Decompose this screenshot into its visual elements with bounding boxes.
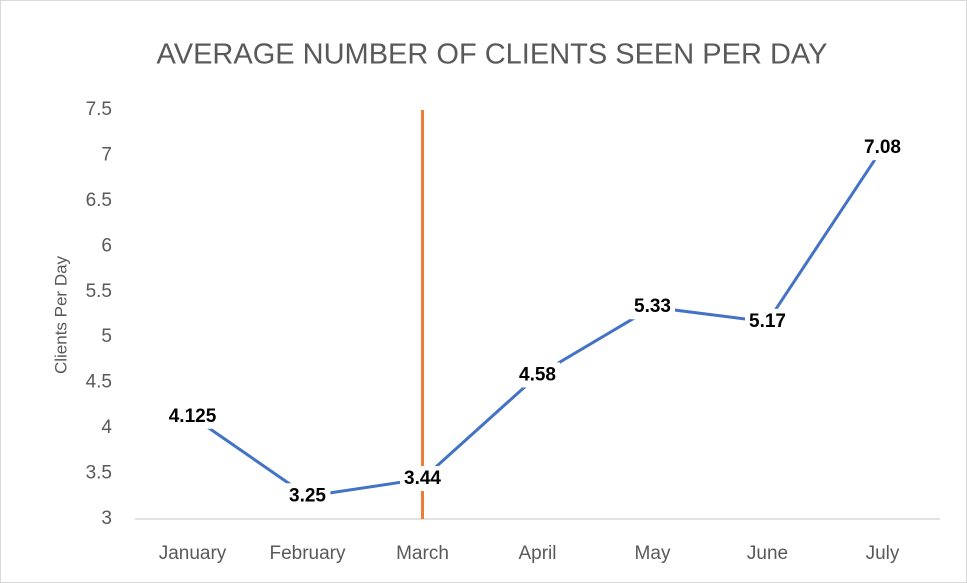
data-label-bg	[164, 403, 221, 429]
y-tick-label: 7	[101, 144, 112, 165]
x-tick-label: February	[269, 543, 346, 564]
data-label: 3.25	[289, 485, 326, 506]
data-label: 4.125	[169, 406, 217, 427]
data-label-group: 5.17	[745, 308, 790, 334]
data-label: 5.33	[634, 296, 671, 317]
data-label: 4.58	[519, 364, 556, 385]
y-tick-label: 4.5	[86, 372, 112, 393]
y-tick-label: 6.5	[86, 190, 112, 211]
y-tick-label: 4	[101, 417, 112, 438]
data-label-group: 3.44	[400, 466, 446, 492]
data-label: 3.44	[404, 468, 441, 489]
data-label: 7.08	[864, 137, 901, 158]
chart-title: AVERAGE NUMBER OF CLIENTS SEEN PER DAY	[157, 39, 828, 71]
y-tick-label: 7.5	[86, 99, 112, 120]
y-tick-label: 5.5	[86, 281, 112, 302]
y-tick-label: 5	[101, 326, 112, 347]
data-label-bg	[400, 466, 446, 492]
x-tick-label: March	[396, 543, 449, 564]
y-tick-label: 3.5	[86, 463, 112, 484]
data-label-bg	[285, 483, 331, 509]
data-label-group: 4.125	[164, 403, 221, 429]
data-label-group: 5.33	[630, 294, 675, 320]
data-label-group: 3.25	[285, 483, 331, 509]
y-tick-label: 3	[101, 508, 112, 529]
data-label-bg	[630, 294, 675, 320]
x-tick-label: June	[747, 543, 788, 564]
y-tick-label: 6	[101, 235, 112, 256]
y-axis-label: Clients Per Day	[51, 255, 70, 374]
x-tick-label: April	[518, 543, 556, 564]
data-label: 5.17	[749, 311, 786, 332]
data-label-bg	[860, 135, 905, 161]
data-label-bg	[745, 308, 790, 334]
x-tick-label: January	[159, 543, 227, 564]
x-tick-label: July	[866, 543, 900, 564]
data-label-group: 4.58	[515, 362, 560, 388]
x-tick-label: May	[635, 543, 671, 564]
data-label-bg	[515, 362, 560, 388]
data-label-group: 7.08	[860, 135, 905, 161]
